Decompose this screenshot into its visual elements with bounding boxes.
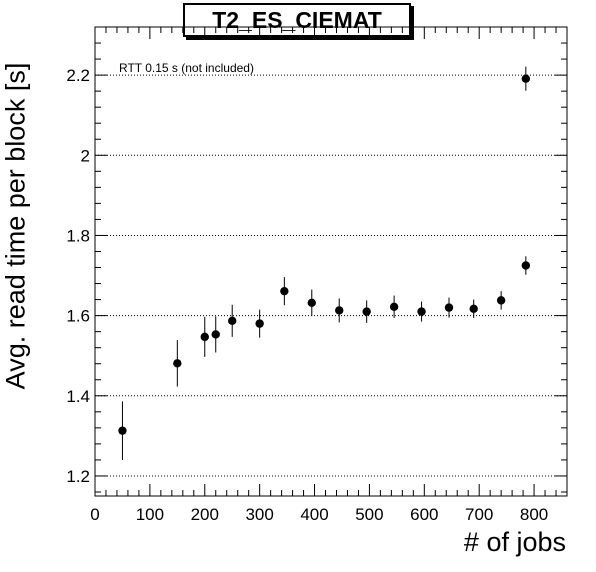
y-tick-label: 1.8	[66, 226, 90, 245]
data-point	[173, 359, 182, 368]
data-point	[444, 303, 454, 312]
data-point	[362, 307, 371, 316]
y-axis: 1.2 1.4 1.6 1.8 2 2.2	[66, 26, 567, 493]
chart-title: T2_ES_CIEMAT	[183, 3, 411, 37]
y-tick-label: 1.4	[66, 387, 90, 406]
data-point	[521, 261, 531, 270]
data-point	[200, 332, 209, 342]
y-tick-label: 2	[81, 146, 90, 165]
data-point	[228, 316, 237, 326]
x-axis-label: # of jobs	[463, 527, 566, 557]
x-tick-label: 600	[410, 505, 438, 524]
y-tick-label: 1.6	[66, 307, 90, 326]
data-point	[118, 426, 127, 435]
x-tick-label: 300	[245, 505, 273, 524]
x-tick-label: 200	[191, 505, 219, 524]
x-tick-label: 500	[355, 505, 383, 524]
data-point	[496, 296, 506, 305]
y-axis-label: Avg. read time per block [s]	[0, 62, 31, 390]
plot-border	[94, 26, 568, 497]
data-point	[280, 286, 289, 296]
data-point	[469, 304, 478, 314]
y-tick-label: 2.2	[66, 66, 90, 85]
plot-frame	[94, 26, 568, 497]
x-tick-label: 700	[465, 505, 493, 524]
data-point	[211, 330, 220, 339]
data-point	[389, 302, 399, 311]
data-point	[255, 319, 264, 328]
data-point	[417, 307, 426, 316]
grid-lines	[95, 74, 567, 477]
x-tick-label: 100	[136, 505, 164, 524]
data-point	[307, 298, 316, 307]
x-tick-label: 0	[90, 505, 99, 524]
x-axis: 0 100 200 300 400 500 600 700 800	[90, 27, 568, 524]
y-tick-label: 1.2	[66, 467, 90, 486]
data-point	[521, 74, 531, 83]
x-tick-label: 400	[300, 505, 328, 524]
annotation: RTT 0.15 s (not included)	[119, 61, 254, 75]
x-tick-label: 800	[520, 505, 548, 524]
data-points	[118, 66, 531, 460]
data-point	[335, 306, 344, 315]
